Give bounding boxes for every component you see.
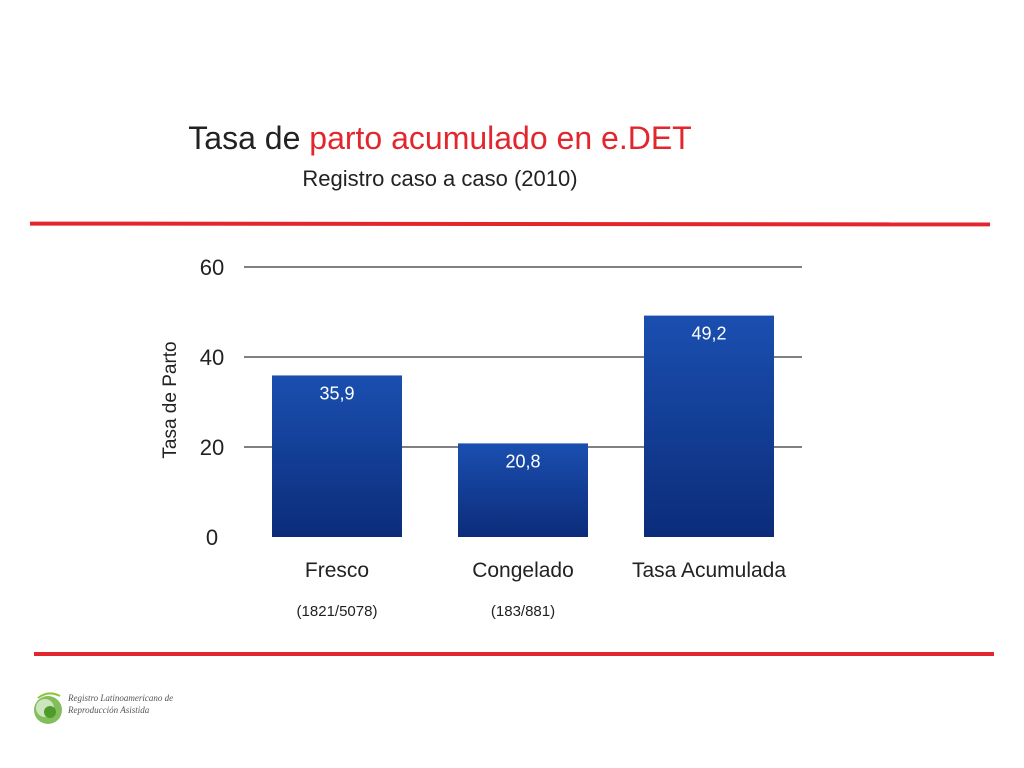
bottom-divider <box>34 652 994 656</box>
y-tick-label-0: 0 <box>206 525 218 550</box>
x-tick-label: Congelado <box>472 559 574 582</box>
title-accent: parto acumulado en e.DET <box>309 120 692 156</box>
logo-icon <box>34 692 62 724</box>
x-tick-label: Fresco <box>305 559 369 582</box>
logo-text-line-2: Reproducción Asistida <box>68 705 150 715</box>
bar-tasa-acumulada <box>644 315 774 537</box>
y-tick-label-20: 20 <box>200 435 224 460</box>
x-sublabel: (1821/5078) <box>297 603 378 620</box>
y-tick-label-60: 60 <box>200 255 224 280</box>
slide-title: Tasa de parto acumulado en e.DET <box>0 120 880 157</box>
x-sublabel: (183/881) <box>491 603 555 620</box>
title-part-1: Tasa de <box>188 120 310 156</box>
slide-subtitle: Registro caso a caso (2010) <box>302 166 578 191</box>
logo: Registro Latinoamericano de Reproducción… <box>30 688 210 732</box>
bar-fresco <box>272 375 402 537</box>
data-label: 20,8 <box>505 451 540 471</box>
data-label: 35,9 <box>319 383 354 403</box>
x-tick-label: Tasa Acumulada <box>632 559 786 582</box>
y-tick-label-40: 40 <box>200 345 224 370</box>
logo-text-line-1: Registro Latinoamericano de <box>68 693 174 703</box>
logo-text: Registro Latinoamericano de Reproducción… <box>68 692 173 716</box>
data-label: 49,2 <box>691 324 726 344</box>
bar-congelado <box>458 443 588 537</box>
